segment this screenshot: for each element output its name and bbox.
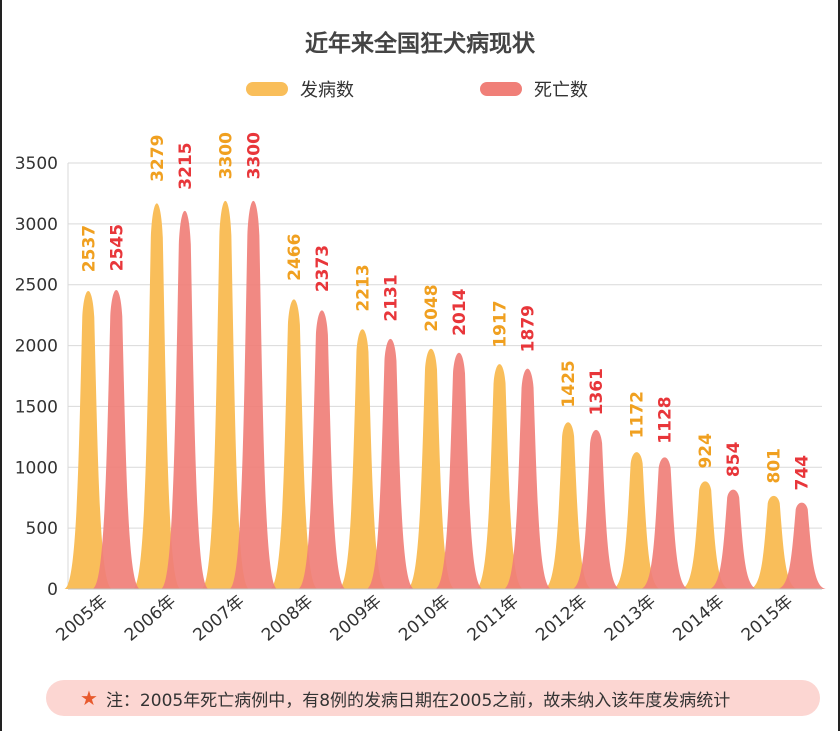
peak-deaths [160,210,209,589]
data-label-deaths: 1361 [587,368,607,415]
y-tick-label: 0 [47,580,58,600]
legend-deaths-label: 死亡数 [534,80,588,101]
y-tick-label: 2500 [15,276,58,296]
y-tick-label: 1500 [15,397,58,417]
data-label-deaths: 3215 [176,142,196,189]
peak-deaths [92,290,141,589]
data-label-deaths: 2373 [313,245,333,292]
data-label-deaths: 2014 [450,288,470,335]
data-label-deaths: 1128 [656,396,676,443]
data-label-incidence: 3300 [216,132,236,179]
data-label-deaths: 2545 [107,224,127,271]
x-tick-label: 2008年 [258,592,317,646]
data-label-incidence: 1172 [628,391,648,438]
peak-deaths [503,368,552,589]
data-label-incidence: 1425 [559,360,579,407]
peak-incidence [338,329,387,589]
data-label-incidence: 801 [765,448,785,484]
x-tick-label: 2013年 [601,592,660,646]
legend-incidence-swatch [246,82,288,96]
data-label-incidence: 2213 [353,264,373,311]
peak-incidence [201,200,250,589]
data-label-deaths: 2131 [381,274,401,321]
peak-incidence [407,348,455,589]
peak-incidence [132,203,181,590]
data-label-deaths: 744 [793,455,813,491]
data-label-incidence: 2537 [79,225,99,272]
peak-incidence [749,495,798,589]
y-tick-label: 3000 [15,215,58,235]
data-label-deaths: 854 [724,441,744,477]
x-tick-label: 2010年 [395,592,454,646]
data-label-incidence: 924 [696,433,716,469]
peak-deaths [435,352,483,589]
peak-incidence [681,481,730,589]
legend-deaths: 死亡数 [480,78,588,101]
y-tick-label: 3500 [15,154,58,174]
x-tick-label: 2005年 [52,592,111,646]
x-tick-label: 2011年 [464,592,523,646]
star-icon: ★ [80,686,98,710]
x-tick-label: 2006年 [121,592,180,646]
data-label-deaths: 3300 [244,132,264,179]
peak-incidence [475,364,524,589]
data-label-incidence: 1917 [491,300,511,347]
chart-svg: 0 500 1000 1500 2000 2500 3000 3500 2537 3279 3300… [15,132,826,646]
data-label-deaths: 1879 [519,305,539,352]
peak-incidence [269,299,318,589]
x-tick-label: 2007年 [190,592,249,646]
peak-deaths [709,489,758,589]
peak-incidence [64,290,113,589]
y-tick-label: 2000 [15,337,58,357]
peak-incidence [544,422,593,589]
y-tick-label: 1000 [15,458,58,478]
data-label-incidence: 2466 [285,234,305,281]
x-tick-label: 2012年 [532,592,591,646]
peak-deaths [229,200,278,589]
x-tick-label: 2009年 [327,592,386,646]
legend-incidence: 发病数 [246,78,354,101]
legend-deaths-swatch [480,82,522,96]
data-label-incidence: 2048 [422,284,442,331]
data-label-incidence: 3279 [148,135,168,182]
peak-incidence [612,452,661,589]
x-tick-label: 2015年 [738,592,797,646]
x-tick-label: 2014年 [669,592,728,646]
footnote-text: 注：2005年死亡病例中，有8例的发病日期在2005之前，故未纳入该年度发病统计 [105,690,731,711]
legend-incidence-label: 发病数 [300,80,354,101]
chart-title: 近年来全国狂犬病现状 [305,31,535,57]
y-tick-label: 500 [26,519,58,539]
peak-deaths [366,338,415,589]
footnote: ★ 注：2005年死亡病例中，有8例的发病日期在2005之前，故未纳入该年度发病… [46,680,820,716]
peak-deaths [777,502,826,589]
peak-deaths [572,429,621,589]
peak-deaths [640,457,689,589]
peak-deaths [297,310,346,589]
